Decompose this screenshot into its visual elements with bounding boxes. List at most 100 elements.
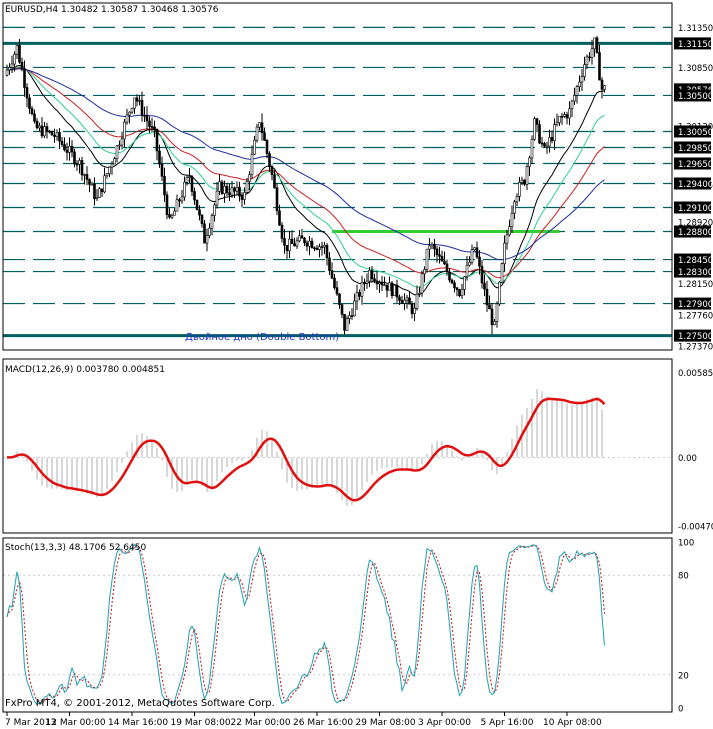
candle-body — [520, 179, 524, 183]
candle-body — [168, 214, 171, 218]
candle — [443, 251, 446, 265]
candle-body — [553, 124, 556, 141]
candle-body — [153, 126, 156, 130]
price-pane: 1.313501.308501.301201.293901.289201.281… — [3, 24, 713, 352]
candle — [123, 118, 126, 148]
candle — [38, 122, 41, 132]
candle — [488, 295, 491, 310]
candle — [63, 137, 66, 152]
candle — [558, 115, 561, 126]
candle-body — [388, 282, 391, 291]
candle — [400, 295, 404, 304]
candle-body — [330, 270, 334, 279]
price-tick-label: 1.28300 — [678, 268, 713, 278]
price-tick-label: 1.30500 — [678, 92, 713, 102]
candle — [78, 157, 81, 174]
candle — [53, 128, 56, 143]
candle-body — [403, 299, 406, 304]
candle — [353, 293, 356, 317]
candle-body — [578, 81, 581, 87]
price-tick-label: 1.27500 — [678, 332, 713, 342]
candle-body — [263, 132, 266, 141]
candle-body — [148, 120, 151, 127]
candle-body — [160, 163, 164, 177]
macd-tick-label: 0.005853 — [678, 369, 713, 379]
candle-body — [308, 240, 311, 247]
candle — [150, 117, 154, 133]
candle — [450, 278, 454, 285]
candle-body — [135, 97, 139, 102]
candle-body — [18, 45, 21, 63]
candle-body — [220, 181, 224, 194]
candle-body — [310, 240, 314, 249]
candle — [278, 204, 281, 227]
candle-body — [243, 192, 246, 200]
candle-body — [585, 56, 589, 65]
candle-body — [258, 122, 261, 128]
candle — [390, 281, 394, 299]
candle-body — [465, 264, 469, 278]
candle-body — [305, 242, 309, 247]
candle — [350, 308, 354, 320]
candle-body — [325, 245, 329, 259]
candle-body — [200, 214, 204, 225]
candle-body — [470, 249, 474, 263]
price-label-bg — [674, 201, 711, 214]
candle-body — [290, 238, 294, 244]
candle — [168, 208, 171, 219]
candle-body — [428, 245, 431, 250]
candle-body — [393, 284, 396, 297]
candle-body — [73, 151, 76, 165]
candle-body — [75, 163, 79, 166]
candle-body — [173, 210, 176, 216]
candle — [73, 148, 76, 168]
price-label-bg — [674, 265, 711, 278]
candle — [248, 171, 251, 191]
candle-body — [53, 134, 56, 137]
candle-body — [395, 284, 399, 298]
candle-body — [338, 293, 341, 305]
candle — [325, 242, 329, 266]
price-tick-label: 1.28920 — [678, 218, 713, 228]
time-tick-label: 3 Apr 00:00 — [418, 718, 471, 728]
candle — [185, 175, 189, 186]
candle-body — [583, 64, 586, 77]
price-tick-label: 1.30850 — [678, 64, 713, 74]
candle — [330, 262, 334, 280]
price-tick-label: 1.29850 — [678, 144, 713, 154]
candle — [515, 193, 519, 207]
candle-body — [63, 144, 66, 151]
candle — [395, 279, 399, 303]
candle-body — [123, 121, 126, 140]
candle-body — [188, 176, 191, 178]
candle — [288, 231, 291, 259]
candle-body — [270, 166, 274, 175]
candle — [498, 281, 501, 306]
candle-body — [595, 37, 599, 53]
candle-body — [398, 296, 401, 301]
candle — [295, 237, 299, 249]
price-tick-label: 1.31150 — [678, 40, 713, 50]
candle — [125, 108, 129, 125]
candle — [518, 177, 521, 202]
candle — [545, 142, 549, 154]
candle-body — [105, 173, 109, 177]
candle — [448, 268, 451, 283]
candle-body — [288, 238, 291, 252]
candle-body — [20, 61, 24, 70]
candle — [475, 241, 479, 259]
candle — [343, 313, 346, 335]
candle-body — [265, 140, 269, 154]
candle — [83, 173, 86, 185]
candle-body — [8, 67, 11, 71]
candle — [588, 52, 591, 62]
candle-body — [130, 107, 134, 113]
candle-body — [555, 122, 559, 125]
price-label-bg — [674, 89, 711, 102]
candle-body — [195, 199, 199, 210]
candle — [88, 178, 91, 193]
price-label-bg — [674, 157, 711, 170]
candle — [345, 315, 349, 331]
candle-body — [70, 145, 74, 153]
candle — [55, 129, 59, 141]
